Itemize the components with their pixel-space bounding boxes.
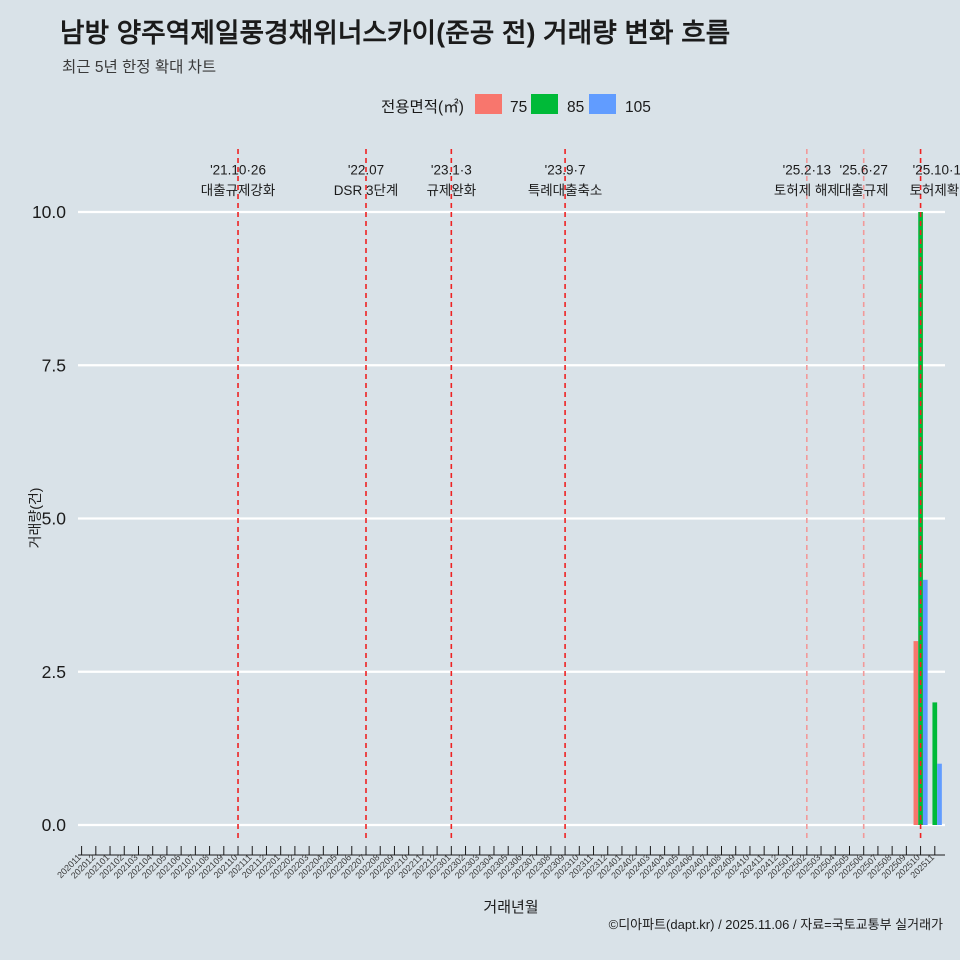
svg-text:'25.2·13: '25.2·13 (783, 163, 831, 178)
svg-text:7.5: 7.5 (42, 355, 66, 375)
svg-text:'25.6·27: '25.6·27 (840, 163, 888, 178)
svg-text:'25.10·15: '25.10·15 (913, 163, 960, 178)
svg-text:대출규제: 대출규제 (839, 183, 889, 198)
svg-text:10.0: 10.0 (32, 202, 66, 222)
svg-text:5.0: 5.0 (42, 509, 67, 529)
svg-text:75: 75 (510, 99, 527, 116)
svg-text:거래년월: 거래년월 (483, 899, 538, 916)
svg-text:규제완화: 규제완화 (426, 183, 476, 198)
svg-text:0.0: 0.0 (42, 815, 67, 835)
svg-text:'23.9·7: '23.9·7 (545, 163, 586, 178)
svg-text:DSR 3단계: DSR 3단계 (334, 183, 399, 198)
svg-text:2.5: 2.5 (42, 662, 66, 682)
svg-text:특례대출축소: 특례대출축소 (528, 183, 603, 198)
svg-text:'21.10·26: '21.10·26 (210, 163, 266, 178)
svg-text:©디아파트(dapt.kr) / 2025.11.06 /: ©디아파트(dapt.kr) / 2025.11.06 / 자료=국토교통부 실… (609, 917, 943, 932)
svg-text:전용면적(㎡): 전용면적(㎡) (381, 98, 464, 116)
svg-text:105: 105 (625, 99, 651, 116)
svg-text:토허제확대: 토허제확대 (910, 183, 960, 198)
svg-text:'22.07: '22.07 (348, 163, 384, 178)
svg-text:거래량(건): 거래량(건) (27, 488, 43, 549)
svg-text:토허제 해제: 토허제 해제 (774, 183, 840, 198)
svg-text:대출규제강화: 대출규제강화 (201, 183, 276, 198)
svg-text:85: 85 (567, 99, 584, 116)
svg-text:'23.1·3: '23.1·3 (431, 163, 472, 178)
